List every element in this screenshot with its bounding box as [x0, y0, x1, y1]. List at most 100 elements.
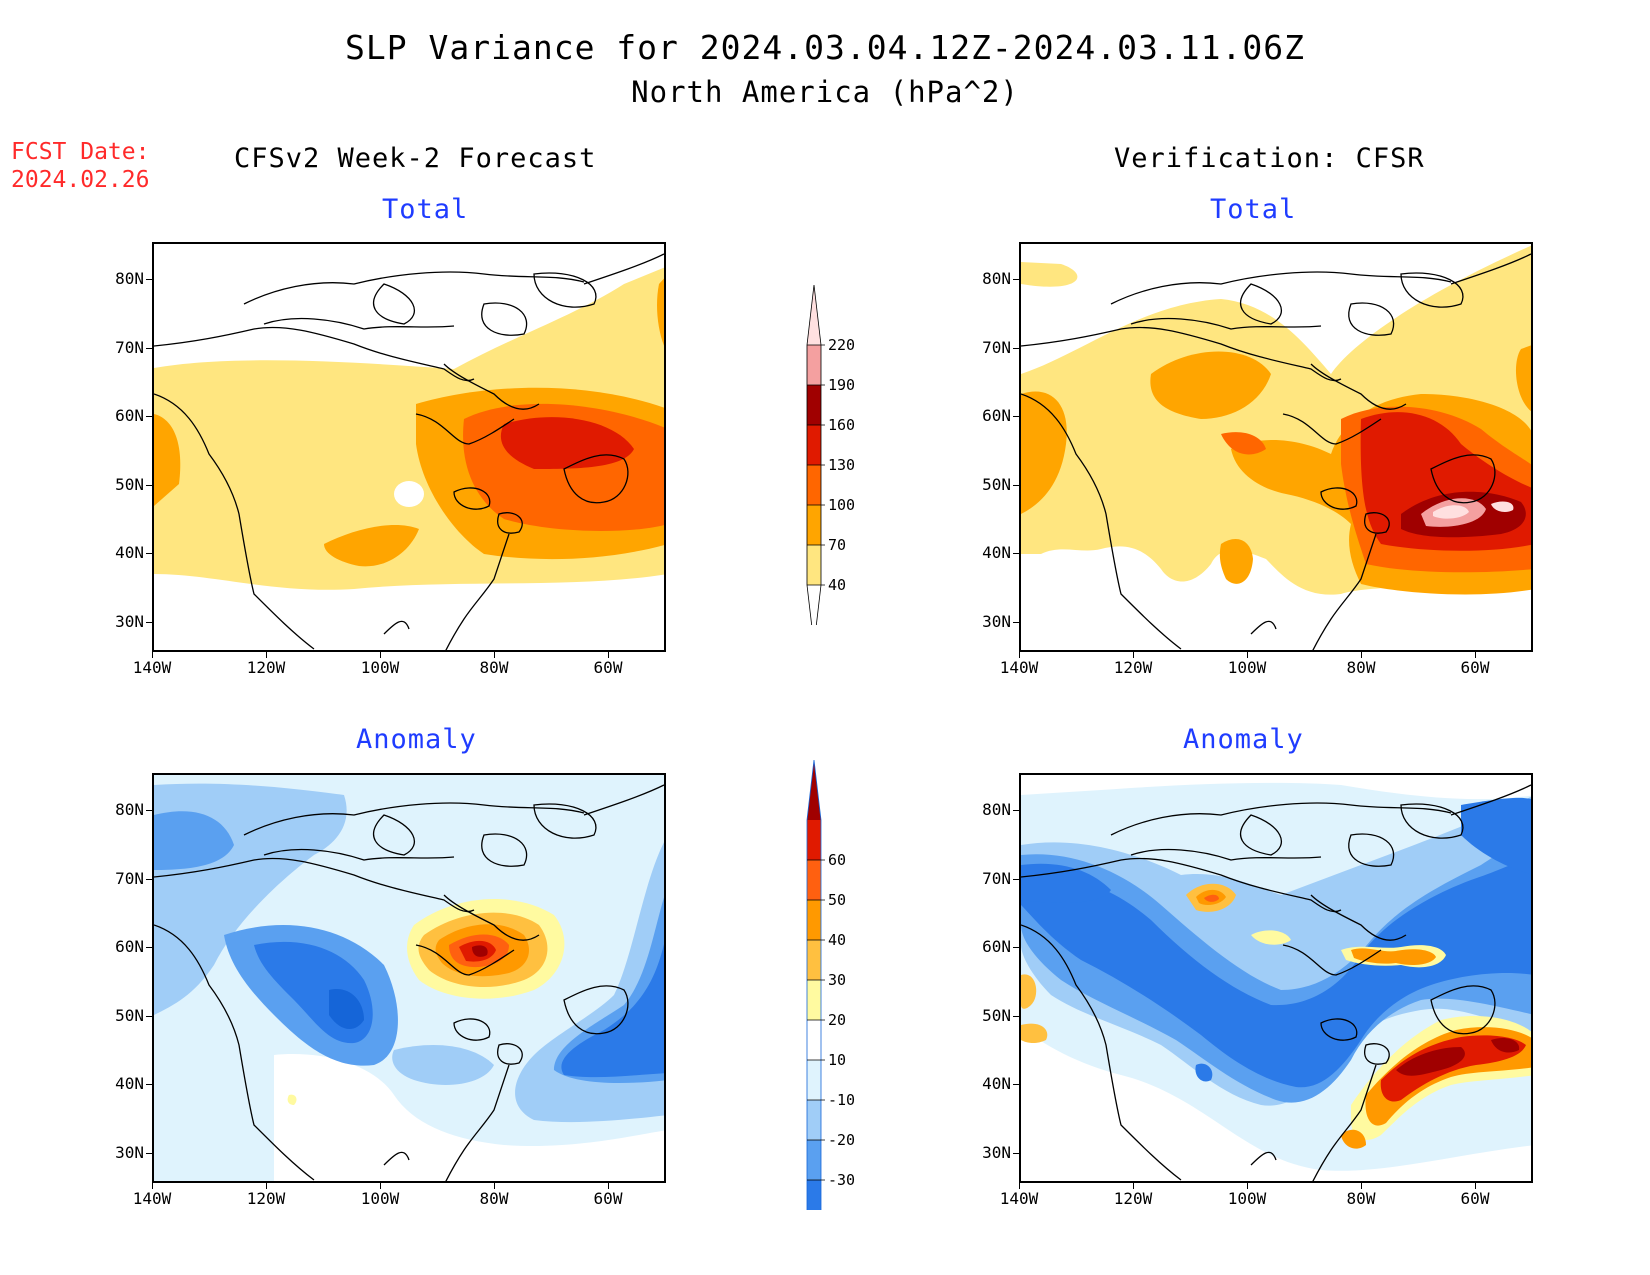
- colorbar-segment: [807, 465, 821, 505]
- lat-tick-mark: [1013, 1015, 1019, 1017]
- colorbar-segment: [807, 900, 821, 940]
- lat-tick-label: 30N: [115, 1142, 144, 1162]
- lon-tick-mark: [380, 652, 381, 658]
- fcst-date-block: FCST Date: 2024.02.26: [11, 138, 149, 194]
- fcst-date-label: FCST Date:: [11, 139, 150, 165]
- lon-tick-label: 80W: [479, 1189, 509, 1208]
- colorbar-segment: [807, 505, 821, 545]
- lon-tick-label: 140W: [132, 1189, 172, 1208]
- colorbar-segment: [807, 545, 821, 585]
- colorbar-segment: [807, 425, 821, 465]
- column-title-verification: Verification: CFSR: [1114, 143, 1425, 174]
- colorbar-label: 130: [828, 456, 855, 474]
- colorbar-segment: [807, 345, 821, 385]
- lon-tick-mark: [152, 1183, 153, 1189]
- colorbar-label: 190: [828, 376, 855, 394]
- lat-tick-mark: [146, 484, 152, 486]
- lon-tick-mark: [1247, 652, 1248, 658]
- colorbar-label: -30: [828, 1171, 855, 1189]
- lat-tick-mark: [146, 1152, 152, 1154]
- lat-tick-mark: [1013, 947, 1019, 948]
- lat-tick-label: 60N: [982, 937, 1011, 956]
- colorbar-label: 10: [828, 1051, 846, 1069]
- forecast-anomaly-map: [152, 773, 666, 1183]
- lon-tick-label: 60W: [1460, 658, 1490, 677]
- lat-tick-mark: [1013, 279, 1019, 280]
- colorbar-label: 40: [828, 576, 846, 594]
- colorbar-segment: [807, 820, 821, 860]
- lon-tick-mark: [1361, 652, 1362, 658]
- colorbar-segment: [807, 1180, 821, 1220]
- lon-tick-mark: [1019, 1183, 1020, 1189]
- lat-tick-label: 70N: [115, 337, 144, 357]
- lon-tick-mark: [380, 1183, 381, 1189]
- verification-total-map: [1019, 242, 1533, 652]
- colorbar-segment: [807, 980, 821, 1020]
- lat-tick-label: 40N: [982, 543, 1011, 562]
- lat-tick-mark: [1013, 878, 1019, 880]
- lat-tick-mark: [146, 279, 152, 280]
- lon-tick-mark: [608, 1183, 609, 1189]
- lat-tick-mark: [146, 878, 152, 880]
- lat-tick-label: 50N: [115, 474, 144, 494]
- lat-tick-mark: [1013, 347, 1019, 349]
- lat-tick-label: 50N: [982, 1005, 1011, 1025]
- panel-title-forecast-total: Total: [382, 194, 469, 225]
- lat-tick-mark: [146, 347, 152, 349]
- lon-tick-label: 120W: [246, 658, 286, 677]
- lat-tick-mark: [146, 810, 152, 811]
- fcst-date-value: 2024.02.26: [11, 167, 150, 193]
- lat-tick-label: 40N: [115, 1074, 144, 1093]
- lat-tick-label: 40N: [115, 543, 144, 562]
- lon-tick-label: 60W: [1460, 1189, 1490, 1208]
- verification-anomaly-map: [1019, 773, 1533, 1183]
- lat-tick-mark: [1013, 810, 1019, 811]
- lat-tick-label: 60N: [115, 406, 144, 425]
- lat-tick-label: 70N: [982, 868, 1011, 888]
- lat-tick-mark: [146, 1084, 152, 1085]
- total-colorbar: 40 70 100 130 160 190 220: [800, 284, 880, 646]
- lat-tick-label: 80N: [982, 800, 1011, 819]
- lon-tick-label: 140W: [999, 1189, 1039, 1208]
- lat-tick-label: 70N: [115, 868, 144, 888]
- lat-tick-mark: [146, 1015, 152, 1017]
- colorbar-segment: [807, 1100, 821, 1140]
- lon-tick-label: 80W: [1346, 658, 1376, 677]
- lon-tick-label: 100W: [360, 1189, 400, 1208]
- colorbar-segment: [807, 385, 821, 425]
- lat-tick-mark: [146, 553, 152, 554]
- lat-tick-mark: [1013, 416, 1019, 417]
- lon-tick-label: 140W: [132, 658, 172, 677]
- lat-tick-label: 30N: [115, 611, 144, 631]
- colorbar-label: 160: [828, 416, 855, 434]
- lon-tick-mark: [1247, 1183, 1248, 1189]
- lat-tick-mark: [1013, 621, 1019, 623]
- colorbar-segment: [807, 1060, 821, 1100]
- column-title-forecast: CFSv2 Week-2 Forecast: [234, 143, 597, 174]
- lon-tick-mark: [494, 652, 495, 658]
- lat-tick-mark: [146, 621, 152, 623]
- panel-title-forecast-anomaly: Anomaly: [356, 724, 477, 755]
- lon-tick-mark: [1133, 652, 1134, 658]
- lat-tick-label: 70N: [982, 337, 1011, 357]
- lat-tick-label: 80N: [115, 269, 144, 288]
- lon-tick-mark: [266, 1183, 267, 1189]
- colorbar-segment: [807, 1140, 821, 1180]
- lat-tick-label: 30N: [982, 1142, 1011, 1162]
- colorbar-label: 100: [828, 496, 855, 514]
- main-title: SLP Variance for 2024.03.04.12Z-2024.03.…: [345, 28, 1305, 67]
- lon-tick-label: 120W: [246, 1189, 286, 1208]
- colorbar-label: -10: [828, 1091, 855, 1109]
- lat-tick-label: 40N: [982, 1074, 1011, 1093]
- lat-tick-mark: [1013, 484, 1019, 486]
- lat-tick-label: 60N: [982, 406, 1011, 425]
- lon-tick-label: 100W: [360, 658, 400, 677]
- colorbar-segment: [807, 585, 821, 645]
- colorbar-segment: [807, 940, 821, 980]
- colorbar-label: 50: [828, 891, 846, 909]
- lat-tick-mark: [1013, 1084, 1019, 1085]
- colorbar-label: 70: [828, 536, 846, 554]
- lat-tick-label: 50N: [982, 474, 1011, 494]
- colorbar-label: 220: [828, 336, 855, 354]
